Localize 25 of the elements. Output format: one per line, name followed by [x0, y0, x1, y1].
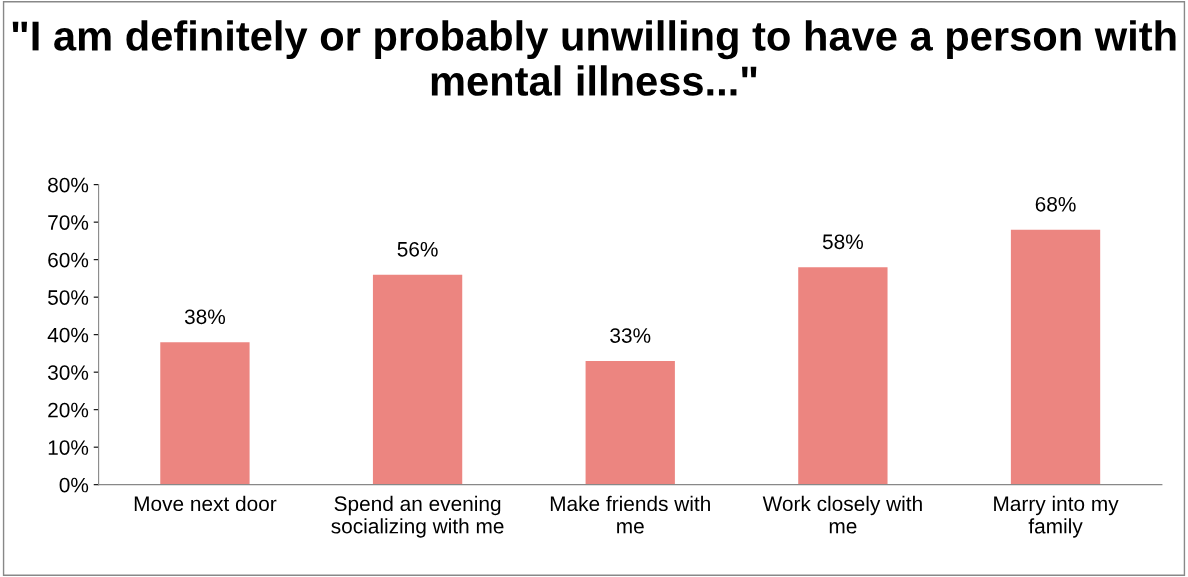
y-tick-label: 80%: [48, 177, 89, 193]
data-label: 38%: [184, 309, 226, 325]
y-tick-label: 10%: [48, 440, 89, 455]
y-tick-label: 70%: [48, 215, 89, 230]
y-tick-label: 40%: [47, 327, 89, 343]
data-label: 56%: [397, 241, 438, 257]
data-label: 68%: [1035, 196, 1076, 212]
y-tick-label: 20%: [48, 402, 89, 418]
bar: [798, 267, 888, 485]
data-label: 58%: [822, 234, 863, 250]
x-tick-label: Move next door: [134, 495, 277, 512]
x-tick-label: Spend an evening socializing with me: [331, 495, 504, 538]
x-tick-label: Work closely with me: [762, 495, 922, 534]
bar: [372, 274, 463, 485]
y-tick-label: 50%: [48, 290, 89, 305]
data-label: 33%: [610, 328, 651, 343]
x-tick-label: Marry into my family: [994, 495, 1119, 538]
bar: [1010, 229, 1101, 485]
y-tick-label: 60%: [48, 252, 89, 268]
bar: [585, 360, 675, 485]
x-tick-label: Make friends with me: [550, 495, 710, 534]
bar: [160, 342, 250, 485]
y-tick-label: 0%: [59, 477, 89, 493]
chart-title: "I am definitely or probably unwilling to have a person with mental illness...": [12, 20, 1176, 96]
y-tick-label: 30%: [47, 365, 89, 380]
